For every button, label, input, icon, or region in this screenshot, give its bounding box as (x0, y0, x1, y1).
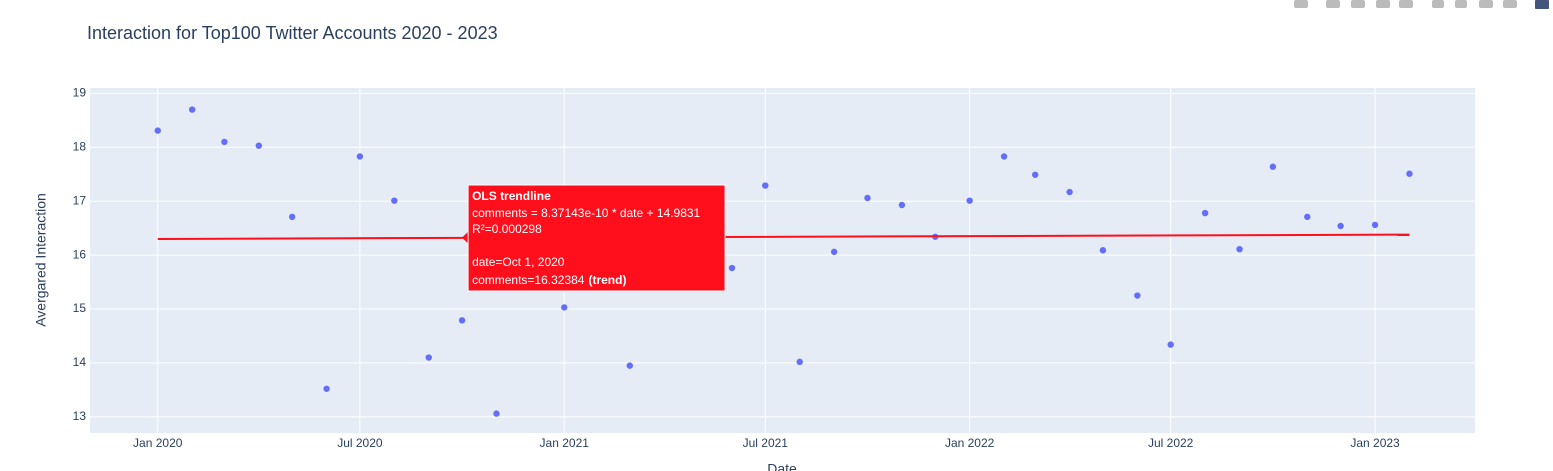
data-point (1269, 163, 1277, 170)
modebar-button[interactable] (1351, 0, 1365, 8)
data-point (425, 354, 432, 361)
x-tick-label: Jul 2020 (337, 436, 383, 450)
chart-title: Interaction for Top100 Twitter Accounts … (87, 23, 498, 43)
data-point (154, 127, 161, 134)
data-point (288, 213, 296, 221)
y-tick-label: 14 (73, 355, 87, 369)
trend-line (157, 233, 1410, 240)
tooltip-title: OLS trendline (472, 189, 551, 203)
data-point (830, 248, 838, 256)
y-tick-label: 17 (73, 193, 87, 207)
data-point (1236, 245, 1243, 253)
modebar-button[interactable] (1432, 0, 1444, 8)
x-axis-title: Date (767, 461, 797, 471)
modebar-button[interactable] (1376, 0, 1390, 8)
data-point (626, 362, 633, 369)
hover-tooltip: OLS trendline comments = 8.37143e-10 * da… (462, 184, 726, 292)
data-point (1201, 209, 1209, 217)
tooltip-date: date=Oct 1, 2020 (472, 255, 565, 269)
data-point (1031, 171, 1039, 178)
y-tick-label: 16 (73, 247, 87, 261)
data-point (255, 142, 263, 149)
tooltip-box (467, 184, 726, 292)
x-tick-label: Jul 2022 (1148, 436, 1194, 450)
data-point (966, 197, 973, 204)
data-point (323, 385, 330, 392)
modebar-button[interactable] (1294, 0, 1308, 8)
tooltip-formula: comments = 8.37143e-10 * date + 14.9831 (472, 206, 700, 220)
data-point (221, 138, 228, 146)
data-point (898, 201, 906, 209)
data-point (1406, 170, 1413, 177)
data-point (493, 410, 500, 417)
modebar-button[interactable] (1399, 0, 1413, 8)
x-tick-label: Jan 2022 (945, 436, 995, 450)
data-point (1371, 221, 1379, 229)
data-point (188, 106, 196, 113)
data-point (1134, 292, 1141, 299)
tooltip-comments: comments=16.32384 (472, 273, 585, 287)
y-tick-label: 15 (73, 301, 87, 315)
data-point (561, 304, 568, 311)
data-point (356, 153, 364, 160)
modebar-button[interactable] (1455, 0, 1467, 8)
data-point (458, 317, 466, 324)
tooltip-pointer (462, 231, 469, 244)
data-point (1304, 213, 1311, 221)
plot-area (90, 88, 1475, 433)
y-tick-label: 18 (73, 139, 87, 153)
y-tick-label: 13 (73, 409, 87, 423)
tooltip-suffix: (trend) (588, 273, 626, 287)
x-tick-label: Jan 2020 (133, 436, 183, 450)
data-point (1066, 188, 1073, 196)
x-tick-label: Jan 2021 (540, 436, 590, 450)
data-point (796, 358, 803, 366)
data-point (391, 197, 398, 204)
data-point (728, 264, 736, 272)
modebar-button[interactable] (1479, 0, 1493, 8)
plotly-logo[interactable] (1535, 0, 1549, 9)
modebar-button[interactable] (1326, 0, 1340, 8)
x-tick-label: Jul 2021 (743, 436, 789, 450)
modebar[interactable] (1294, 0, 1549, 9)
data-point (1000, 153, 1008, 160)
y-tick-label: 19 (73, 86, 87, 100)
tooltip-r2: R²=0.000298 (472, 222, 542, 236)
data-point (1167, 341, 1174, 348)
x-tick-label: Jan 2023 (1350, 436, 1400, 450)
data-point (762, 182, 769, 189)
data-point (1337, 222, 1344, 230)
data-point (864, 194, 871, 202)
data-point (1099, 247, 1107, 254)
modebar-button[interactable] (1503, 0, 1517, 8)
y-axis-title: Avergared Interaction (33, 193, 49, 327)
